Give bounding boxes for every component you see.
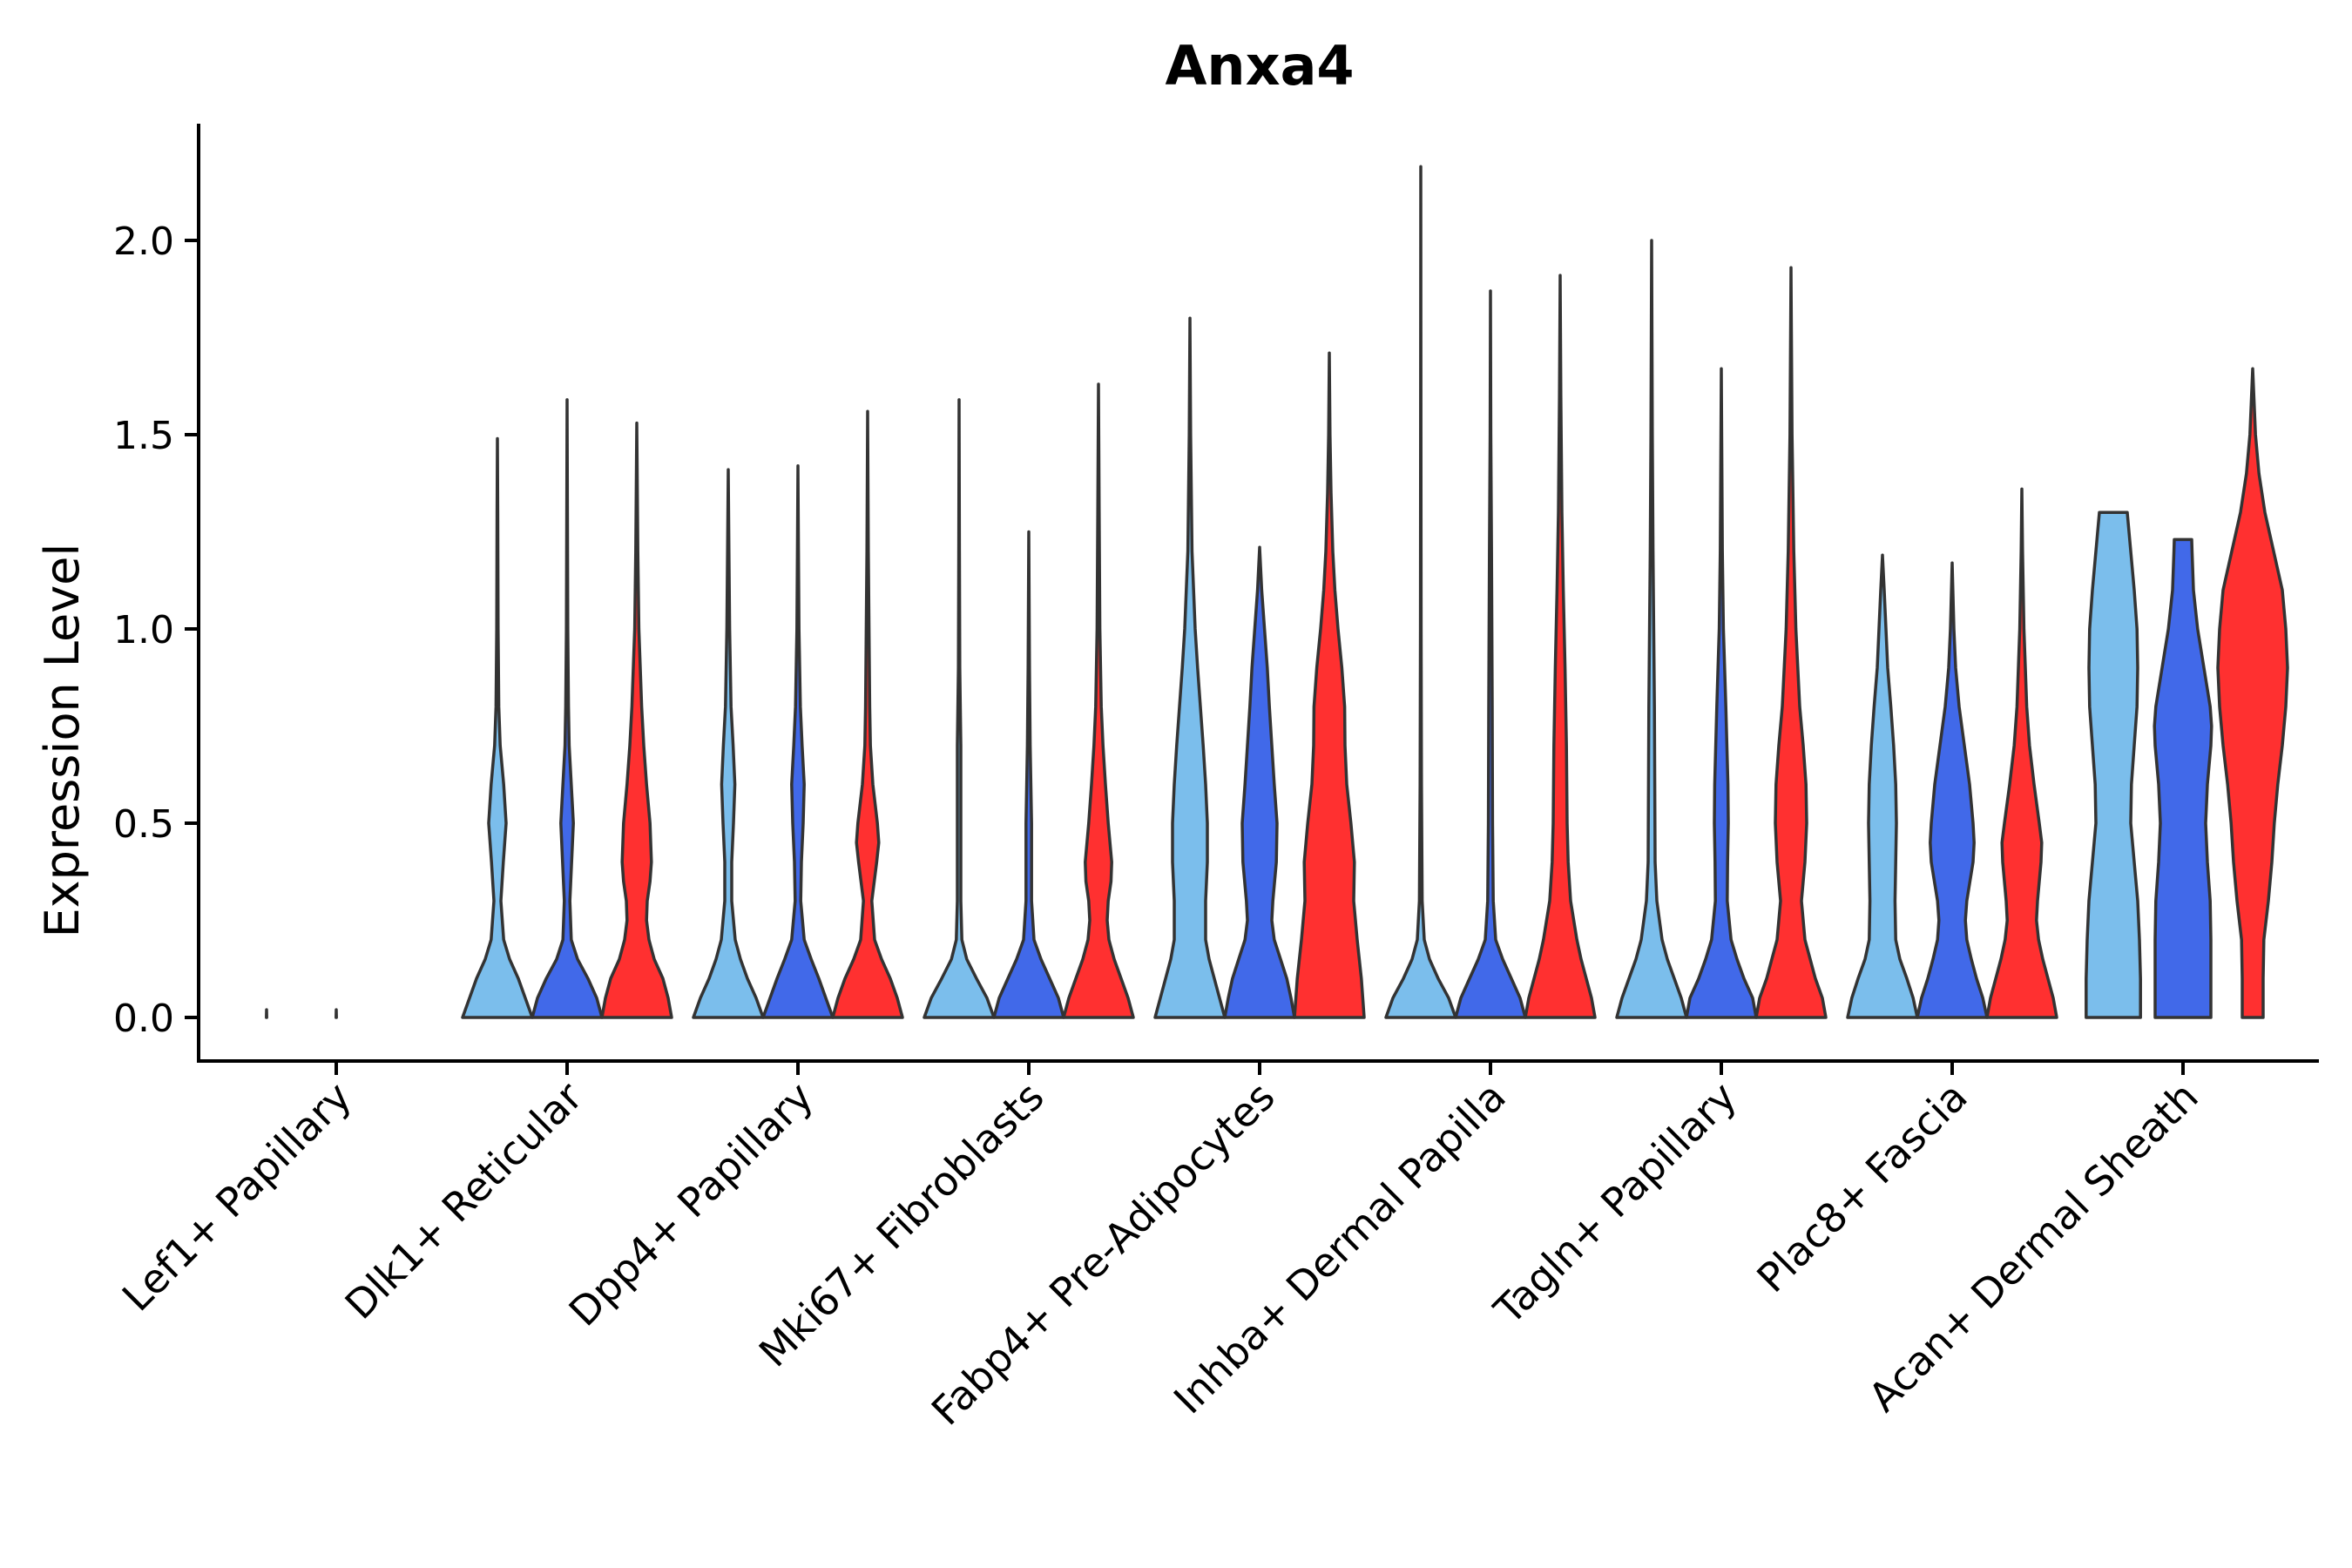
violin-dlk1-reticular-s1	[461, 436, 534, 1019]
violin-tagln-papillary-s1	[1615, 239, 1688, 1019]
y-tick-label: 0.5	[113, 802, 174, 847]
y-tick-label: 0.0	[113, 997, 174, 1041]
violin-inhba-dermal-papilla-s2	[1454, 289, 1527, 1019]
violin-acan-dermal-sheath-s3	[2216, 367, 2289, 1019]
violin-tagln-papillary-s3	[1754, 266, 1828, 1019]
y-tick-label: 2.0	[113, 220, 174, 264]
violin-plac8-fascia-s1	[1846, 553, 1919, 1019]
violin-inhba-dermal-papilla-s1	[1384, 165, 1457, 1019]
violin-dpp4-papillary-s1	[692, 468, 765, 1019]
y-ticks: 0.0 0.5 1.0 1.5 2.0	[113, 220, 199, 1041]
violin-fabp4-pre-adipocytes-s3	[1293, 351, 1366, 1019]
chart-title: Anxa4	[1165, 34, 1354, 98]
x-tick-label: Tagln+ Papillary	[1484, 1073, 1746, 1335]
x-tick-label: Lef1+ Papillary	[113, 1073, 361, 1321]
x-tick-label: Plac8+ Fascia	[1747, 1073, 1976, 1301]
violin-dpp4-papillary-s2	[761, 463, 835, 1019]
violin-plac8-fascia-s3	[1985, 487, 2058, 1019]
violin-mki67-fibroblasts-s2	[992, 530, 1065, 1019]
violin-layer	[265, 165, 2289, 1019]
y-axis-label: Expression Level	[35, 544, 90, 938]
violin-plac8-fascia-s2	[1916, 561, 1989, 1019]
violin-mki67-fibroblasts-s3	[1062, 382, 1135, 1019]
violin-tagln-papillary-s2	[1685, 367, 1758, 1019]
x-tick-label: Dpp4+ Papillary	[560, 1073, 822, 1335]
violin-acan-dermal-sheath-s2	[2153, 537, 2213, 1019]
y-tick-label: 1.5	[113, 414, 174, 458]
x-tick-label: Dlk1+ Reticular	[336, 1073, 591, 1328]
violin-mki67-fibroblasts-s1	[923, 398, 996, 1019]
y-tick-label: 1.0	[113, 608, 174, 652]
violin-dpp4-papillary-s3	[831, 409, 904, 1019]
violin-dlk1-reticular-s2	[531, 398, 604, 1019]
violin-acan-dermal-sheath-s1	[2085, 510, 2142, 1019]
violin-fabp4-pre-adipocytes-s2	[1223, 545, 1296, 1019]
violin-inhba-dermal-papilla-s3	[1524, 274, 1597, 1019]
violin-dlk1-reticular-s3	[600, 421, 673, 1019]
violin-fabp4-pre-adipocytes-s1	[1153, 316, 1227, 1019]
